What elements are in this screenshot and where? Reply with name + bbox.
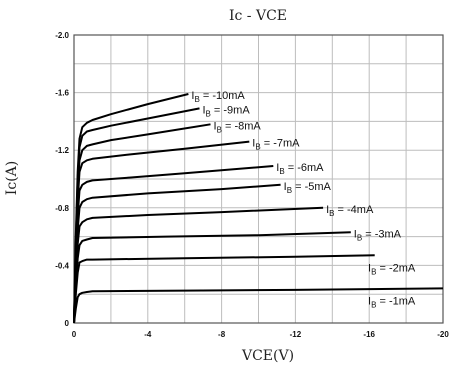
grid <box>73 34 444 324</box>
series-line <box>73 93 189 324</box>
y-tick-label: -2.0 <box>55 31 69 40</box>
x-tick-label: -20 <box>437 330 449 339</box>
y-tick-label: -1.2 <box>55 146 69 155</box>
series-line <box>73 165 274 324</box>
chart-title: Ic - VCE <box>229 8 287 24</box>
y-axis-label: Ic(A) <box>4 161 20 195</box>
plot-frame <box>73 34 444 324</box>
tick-labels: 0 -4 -8 -12 -16 -20 -2.0 -1.6 -1.2 -0.8 -0.4 0 <box>55 31 449 339</box>
x-axis-label: VCE(V) <box>241 348 294 364</box>
series-label: IB = -6mA <box>276 162 324 176</box>
x-tick-label: -12 <box>290 330 302 339</box>
x-tick-label: -4 <box>144 330 152 339</box>
series-label: IB = -3mA <box>354 228 402 242</box>
series-label: IB = -7mA <box>252 138 300 152</box>
series-layer <box>73 93 444 324</box>
y-tick-label: -0.8 <box>55 204 69 213</box>
series-label: IB = -8mA <box>214 120 262 134</box>
x-tick-label: -16 <box>363 330 375 339</box>
series-line <box>73 231 351 324</box>
series-label: IB = -5mA <box>284 181 332 195</box>
series-label: IB = -10mA <box>191 90 245 104</box>
x-tick-label: -8 <box>218 330 226 339</box>
series-line <box>73 140 250 324</box>
series-label: IB = -2mA <box>368 262 416 276</box>
y-tick-label: -0.4 <box>55 261 69 270</box>
series-line <box>73 254 375 324</box>
series-label: IB = -1mA <box>368 295 416 309</box>
series-label: IB = -9mA <box>202 104 250 118</box>
y-tick-label: -1.6 <box>55 89 69 98</box>
series-label: IB = -4mA <box>326 204 374 218</box>
series-line <box>73 183 281 324</box>
series-line <box>73 287 444 324</box>
x-tick-label: 0 <box>72 330 77 339</box>
y-tick-label: 0 <box>65 319 70 328</box>
